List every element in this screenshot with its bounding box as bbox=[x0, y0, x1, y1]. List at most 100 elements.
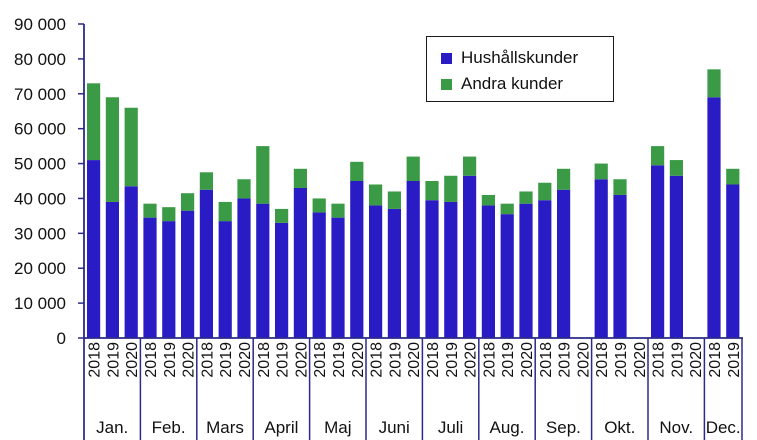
bar-hushallskunder-30 bbox=[651, 165, 665, 338]
bar-hushallskunder-13 bbox=[331, 217, 345, 338]
year-label-22: 2019 bbox=[500, 342, 517, 378]
bar-hushallskunder-15 bbox=[369, 205, 383, 338]
year-label-20: 2020 bbox=[463, 342, 480, 378]
bar-andra-kunder-7 bbox=[218, 201, 232, 222]
bar-hushallskunder-33 bbox=[707, 97, 721, 339]
bar-hushallskunder-18 bbox=[425, 200, 439, 338]
bar-hushallskunder-19 bbox=[444, 201, 458, 338]
year-label-32: 2020 bbox=[688, 342, 705, 378]
year-label-7: 2019 bbox=[218, 342, 235, 378]
bar-hushallskunder-34 bbox=[726, 184, 740, 338]
month-label-1: Feb. bbox=[152, 418, 186, 437]
bar-hushallskunder-4 bbox=[162, 221, 176, 338]
bar-andra-kunder-15 bbox=[369, 184, 383, 206]
bar-andra-kunder-23 bbox=[519, 191, 533, 204]
legend-label-andra-kunder: Andra kunder bbox=[461, 74, 564, 93]
legend: Hushållskunder Andra kunder bbox=[426, 36, 614, 102]
year-label-33: 2018 bbox=[707, 342, 724, 378]
year-label-30: 2018 bbox=[651, 342, 668, 378]
bar-hushallskunder-6 bbox=[199, 189, 213, 338]
year-label-11: 2020 bbox=[293, 342, 310, 378]
bar-hushallskunder-7 bbox=[218, 221, 232, 338]
bar-hushallskunder-9 bbox=[256, 203, 270, 338]
year-label-0: 2018 bbox=[87, 342, 104, 378]
month-label-9: Okt. bbox=[604, 418, 635, 437]
bar-hushallskunder-1 bbox=[105, 201, 119, 338]
year-label-13: 2019 bbox=[331, 342, 348, 378]
bar-hushallskunder-0 bbox=[87, 160, 101, 338]
month-label-2: Mars bbox=[206, 418, 244, 437]
bar-andra-kunder-28 bbox=[613, 179, 627, 195]
legend-swatch-hushallskunder bbox=[441, 52, 452, 64]
bar-andra-kunder-18 bbox=[425, 181, 439, 201]
y-tick-label: 40 000 bbox=[14, 189, 66, 208]
year-label-18: 2018 bbox=[425, 342, 442, 378]
bar-andra-kunder-21 bbox=[481, 194, 495, 206]
year-label-34: 2019 bbox=[726, 342, 743, 378]
bar-hushallskunder-12 bbox=[312, 212, 326, 338]
bar-hushallskunder-21 bbox=[481, 205, 495, 338]
legend-label-hushallskunder: Hushållskunder bbox=[461, 48, 579, 67]
year-label-12: 2018 bbox=[312, 342, 329, 378]
bar-andra-kunder-33 bbox=[707, 69, 721, 98]
y-tick-label: 50 000 bbox=[14, 155, 66, 174]
bar-hushallskunder-25 bbox=[557, 189, 571, 338]
bar-andra-kunder-10 bbox=[275, 208, 289, 223]
bar-hushallskunder-14 bbox=[350, 181, 364, 338]
y-tick-label: 60 000 bbox=[14, 120, 66, 139]
bar-andra-kunder-24 bbox=[538, 182, 552, 201]
year-label-15: 2018 bbox=[369, 342, 386, 378]
year-label-9: 2018 bbox=[256, 342, 273, 378]
bar-hushallskunder-5 bbox=[181, 210, 195, 338]
bar-andra-kunder-6 bbox=[199, 172, 213, 190]
year-label-2: 2020 bbox=[124, 342, 141, 378]
year-label-31: 2019 bbox=[669, 342, 686, 378]
year-label-26: 2020 bbox=[575, 342, 592, 378]
bar-hushallskunder-8 bbox=[237, 198, 251, 338]
bar-andra-kunder-19 bbox=[444, 175, 458, 202]
bar-hushallskunder-10 bbox=[275, 222, 289, 338]
bar-andra-kunder-11 bbox=[293, 168, 307, 188]
bar-hushallskunder-11 bbox=[293, 187, 307, 338]
legend-swatch-andra-kunder bbox=[441, 78, 452, 90]
year-label-8: 2020 bbox=[237, 342, 254, 378]
bar-andra-kunder-16 bbox=[387, 191, 401, 209]
year-label-21: 2018 bbox=[481, 342, 498, 378]
month-label-4: Maj bbox=[324, 418, 351, 437]
bar-andra-kunder-2 bbox=[124, 107, 138, 187]
year-label-17: 2020 bbox=[406, 342, 423, 378]
bar-andra-kunder-30 bbox=[651, 146, 665, 166]
month-label-6: Juli bbox=[438, 418, 464, 437]
year-label-4: 2019 bbox=[162, 342, 179, 378]
bar-andra-kunder-17 bbox=[406, 156, 420, 181]
year-label-23: 2020 bbox=[519, 342, 536, 378]
bar-andra-kunder-34 bbox=[726, 168, 740, 185]
bar-andra-kunder-1 bbox=[105, 97, 119, 202]
bar-andra-kunder-27 bbox=[594, 163, 608, 180]
bar-andra-kunder-5 bbox=[181, 193, 195, 211]
y-tick-label: 10 000 bbox=[14, 294, 66, 313]
y-tick-label: 0 bbox=[57, 329, 66, 348]
year-label-19: 2019 bbox=[444, 342, 461, 378]
year-label-14: 2020 bbox=[350, 342, 367, 378]
year-label-5: 2020 bbox=[181, 342, 198, 378]
bar-andra-kunder-14 bbox=[350, 161, 364, 181]
bar-andra-kunder-4 bbox=[162, 207, 176, 222]
bar-andra-kunder-13 bbox=[331, 203, 345, 218]
bar-andra-kunder-20 bbox=[463, 156, 477, 176]
bar-hushallskunder-23 bbox=[519, 203, 533, 338]
bar-andra-kunder-22 bbox=[500, 203, 514, 215]
legend-item-andra-kunder: Andra kunder bbox=[441, 73, 563, 95]
bar-hushallskunder-24 bbox=[538, 200, 552, 338]
year-label-3: 2018 bbox=[143, 342, 160, 378]
legend-item-hushallskunder: Hushållskunder bbox=[441, 47, 578, 69]
year-label-10: 2019 bbox=[275, 342, 292, 378]
year-label-24: 2018 bbox=[538, 342, 555, 378]
year-label-29: 2020 bbox=[632, 342, 649, 378]
year-label-6: 2018 bbox=[199, 342, 216, 378]
bar-hushallskunder-17 bbox=[406, 181, 420, 338]
bar-hushallskunder-31 bbox=[669, 175, 683, 338]
y-tick-label: 20 000 bbox=[14, 259, 66, 278]
bar-hushallskunder-28 bbox=[613, 194, 627, 338]
